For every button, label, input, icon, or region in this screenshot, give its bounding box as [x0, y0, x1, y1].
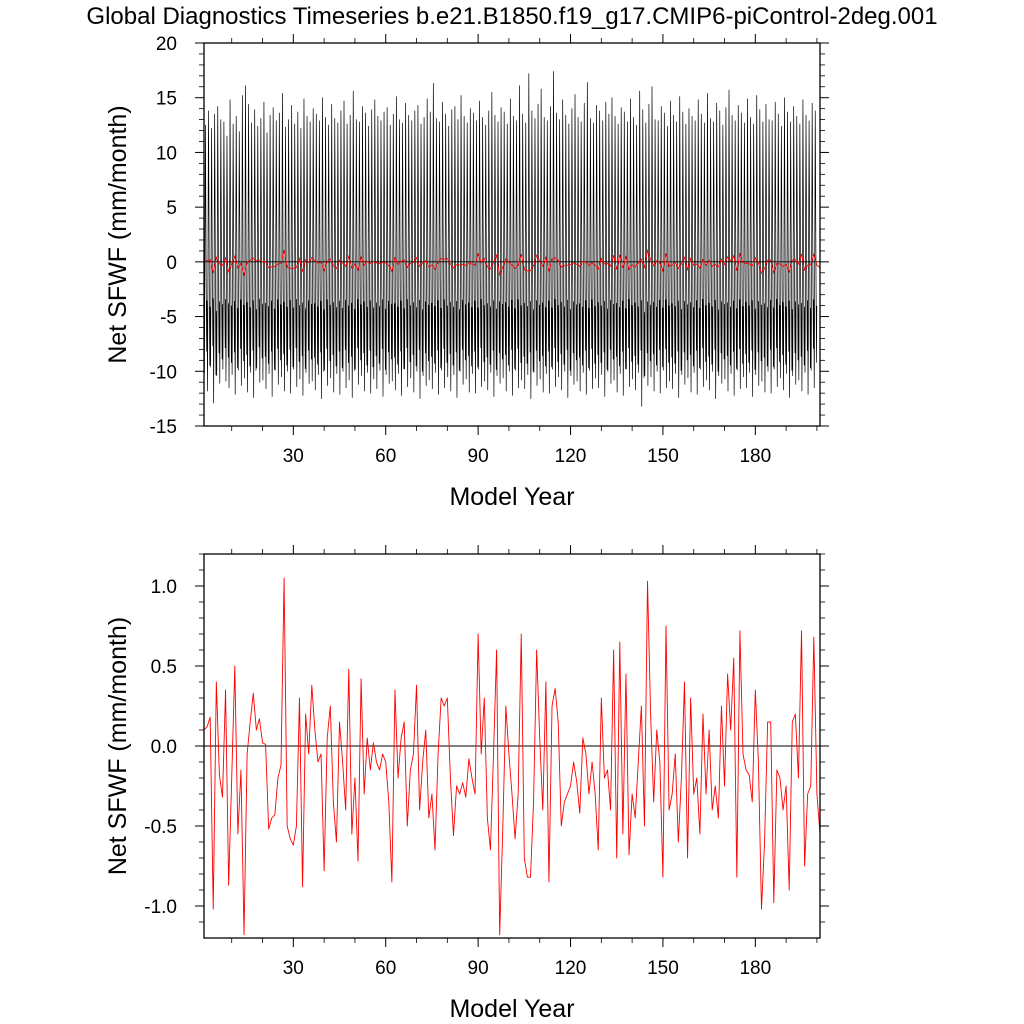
- top-y-tick-label: 20: [156, 34, 177, 55]
- bottom-y-tick-label: 1.0: [151, 577, 177, 598]
- top-y-tick-label: 0: [166, 253, 177, 274]
- top-y-tick-label: 5: [166, 198, 177, 219]
- top-y-tick-label: 15: [156, 89, 177, 110]
- top-monthly-series-line: [204, 71, 818, 407]
- bottom-x-tick-label: 90: [468, 958, 489, 979]
- figure-title: Global Diagnostics Timeseries b.e21.B185…: [86, 3, 937, 30]
- top-x-tick-label: 120: [555, 446, 587, 467]
- top-data: [204, 71, 820, 407]
- bottom-y-tick-label: 0.0: [151, 737, 177, 758]
- bottom-y-tick-label: -1.0: [144, 897, 177, 918]
- top-panel-y-axis-title: Net SFWF (mm/month): [104, 105, 132, 363]
- bottom-y-tick-label: -0.5: [144, 817, 177, 838]
- bottom-x-tick-label: 180: [739, 958, 771, 979]
- top-panel-x-axis-title: Model Year: [449, 483, 574, 511]
- top-y-tick-label: -15: [150, 417, 177, 438]
- top-x-tick-label: 90: [468, 446, 489, 467]
- bottom-x-tick-label: 120: [555, 958, 587, 979]
- bottom-data: [204, 577, 820, 936]
- bottom-x-tick-label: 60: [375, 958, 396, 979]
- bottom-y-tick-label: 0.5: [151, 657, 177, 678]
- bottom-panel: Net SFWF (mm/month) Model Year 30 60 90 120…: [104, 545, 829, 1023]
- top-panel: Net SFWF (mm/month) Model Year 30 60 90 120…: [104, 34, 829, 511]
- top-x-tick-label: 180: [739, 446, 771, 467]
- bottom-x-tick-label: 150: [647, 958, 679, 979]
- bottom-panel-x-axis-title: Model Year: [449, 995, 574, 1023]
- bottom-annual-series-line: [204, 577, 820, 936]
- bottom-x-tick-label: 30: [283, 958, 304, 979]
- top-y-tick-label: -10: [150, 362, 177, 383]
- bottom-panel-y-axis-title: Net SFWF (mm/month): [104, 617, 132, 875]
- top-y-tick-label: 10: [156, 143, 177, 164]
- top-y-tick-label: -5: [160, 308, 177, 329]
- top-x-tick-label: 150: [647, 446, 679, 467]
- top-x-tick-label: 60: [375, 446, 396, 467]
- top-plot-frame: [203, 42, 821, 427]
- top-annual-series-line: [204, 248, 820, 277]
- top-x-tick-label: 30: [283, 446, 304, 467]
